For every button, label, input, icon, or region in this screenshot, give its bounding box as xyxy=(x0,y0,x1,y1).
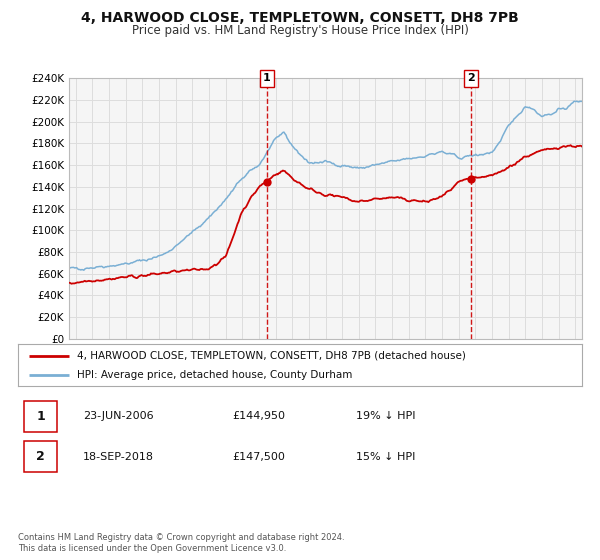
Text: 18-SEP-2018: 18-SEP-2018 xyxy=(83,452,154,461)
Text: 23-JUN-2006: 23-JUN-2006 xyxy=(83,412,154,421)
Text: 1: 1 xyxy=(36,410,45,423)
Text: 15% ↓ HPI: 15% ↓ HPI xyxy=(356,452,416,461)
Text: 4, HARWOOD CLOSE, TEMPLETOWN, CONSETT, DH8 7PB (detached house): 4, HARWOOD CLOSE, TEMPLETOWN, CONSETT, D… xyxy=(77,351,466,361)
FancyBboxPatch shape xyxy=(23,441,58,473)
Text: £144,950: £144,950 xyxy=(232,412,286,421)
Text: This data is licensed under the Open Government Licence v3.0.: This data is licensed under the Open Gov… xyxy=(18,544,286,553)
FancyBboxPatch shape xyxy=(23,400,58,432)
Text: £147,500: £147,500 xyxy=(232,452,285,461)
Text: 19% ↓ HPI: 19% ↓ HPI xyxy=(356,412,416,421)
Text: 4, HARWOOD CLOSE, TEMPLETOWN, CONSETT, DH8 7PB: 4, HARWOOD CLOSE, TEMPLETOWN, CONSETT, D… xyxy=(81,11,519,25)
Text: Contains HM Land Registry data © Crown copyright and database right 2024.: Contains HM Land Registry data © Crown c… xyxy=(18,533,344,542)
Text: 1: 1 xyxy=(263,73,271,83)
Text: 2: 2 xyxy=(36,450,45,463)
Text: 2: 2 xyxy=(467,73,475,83)
Text: HPI: Average price, detached house, County Durham: HPI: Average price, detached house, Coun… xyxy=(77,370,353,380)
Text: Price paid vs. HM Land Registry's House Price Index (HPI): Price paid vs. HM Land Registry's House … xyxy=(131,24,469,36)
